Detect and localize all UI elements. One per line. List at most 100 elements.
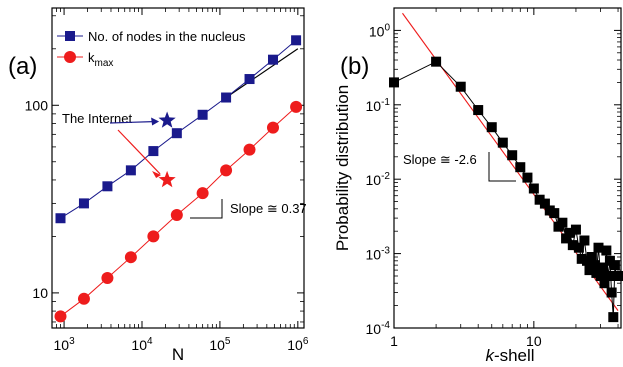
panel-b-slope-bracket [488, 152, 516, 182]
panel-a-arrowhead-blue [151, 117, 160, 126]
panel-a-series [54, 35, 303, 323]
panel-b-data-point [515, 162, 526, 173]
panel-b-slope-label: Slope ≅ -2.6 [403, 152, 477, 167]
panel-a-series-2-point [196, 187, 209, 200]
panel-a-series-2-point [54, 310, 67, 323]
panel-a-series-1-point [125, 165, 136, 176]
panel-b-plot-frame [393, 7, 622, 329]
panel-b-series-line [393, 61, 618, 318]
panel-b-data-point [486, 122, 497, 133]
panel-a-series-2-point [170, 209, 183, 222]
panel-b-data-point [595, 270, 606, 281]
panel-b-y-tick-label: 10-3 [366, 246, 391, 263]
panel-a-series-2-point [124, 251, 137, 264]
panel-b-data-point [570, 224, 581, 235]
panel-a-y-tick-label: 100 [25, 97, 49, 113]
panel-b-data-point [576, 253, 587, 264]
panel-b-data-point [522, 172, 533, 183]
panel-b-data-point [557, 217, 568, 228]
panel-a-series-1-point [267, 54, 278, 65]
panel-b-data-point [567, 240, 578, 251]
panel-a-x-tick-label: 105 [209, 336, 231, 353]
panel-b-data-point [599, 278, 610, 289]
panel-b-data-point [534, 194, 545, 205]
panel-a-internet-arrow-red [117, 129, 161, 175]
panel-b-annotations: Slope ≅ -2.6 [403, 152, 516, 182]
panel-a-series-1-point [197, 109, 208, 120]
panel-b-y-tick-label: 10-2 [366, 171, 391, 188]
panel-a-series-2-point [243, 143, 256, 156]
panel-a: (a) 103 104 105 106 10 100 The Internet Slope … [8, 7, 309, 364]
panel-a-series-2-point [147, 230, 160, 243]
panel-a-arrowhead-red [152, 170, 162, 178]
panel-a-series-1-point [78, 198, 89, 209]
panel-a-series-2-point [290, 100, 303, 113]
panel-b-data-point [593, 242, 604, 253]
panel-b-data-point [603, 270, 614, 281]
panel-b-data-point [609, 260, 620, 271]
panel-a-x-axis-label: N [172, 345, 184, 364]
panel-b-x-axis-label: k-shell [485, 346, 534, 365]
legend-label-nucleus: No. of nodes in the nucleus [88, 29, 246, 44]
panel-a-series-2-point [101, 272, 114, 285]
panel-a-series-1-point [148, 146, 159, 157]
panel-a-series-1-point [244, 74, 255, 85]
panel-b-data-point [549, 208, 560, 219]
panel-b-data-point [561, 233, 572, 244]
panel-a-y-tick-label: 10 [32, 285, 48, 301]
panel-b-data-point [589, 260, 600, 271]
panel-a-reference-line [225, 48, 299, 99]
panel-b-data-point [601, 245, 612, 256]
panel-a-series-2-point [266, 121, 279, 134]
panel-b-y-tick-label: 100 [369, 22, 391, 39]
panel-a-slope-reference-line [225, 48, 299, 99]
panel-b-y-axis-label: Probability distribution [333, 85, 352, 251]
panel-a-internet-star-2 [158, 170, 176, 188]
panel-b-data-point [431, 56, 442, 67]
panel-a-x-tick-label: 104 [131, 336, 153, 353]
panel-a-internet-arrow-blue [109, 120, 158, 124]
panel-a-internet-label: The Internet [62, 111, 132, 126]
panel-a-annotations: The Internet Slope ≅ 0.37 [62, 111, 307, 219]
panel-b-data-point [608, 312, 619, 323]
panel-b-data-point [497, 137, 508, 148]
panel-a-x-tick-label: 106 [287, 336, 309, 353]
panel-a-series-1-point [55, 213, 66, 224]
panel-a-legend: No. of nodes in the nucleus kmax [57, 29, 246, 69]
panel-b-x-tick-label: 1 [390, 333, 398, 349]
legend-marker-nucleus [65, 31, 75, 41]
panel-b-data-point [389, 77, 399, 88]
panel-b-data-point [473, 105, 484, 116]
panel-b-label: (b) [340, 53, 369, 80]
panel-a-slope-bracket [190, 199, 223, 219]
panel-a-x-tick-label: 103 [53, 336, 75, 353]
panel-b-data-point [613, 270, 623, 281]
panel-b-x-tick-label: 10 [526, 333, 542, 349]
panel-b-data-point [573, 242, 584, 253]
panel-a-label: (a) [8, 53, 37, 80]
legend-marker-kmax [64, 51, 76, 63]
panel-b-y-tick-label: 10-1 [366, 97, 391, 114]
panel-a-internet-star-1 [158, 111, 176, 128]
panel-a-series-2-point [77, 292, 90, 305]
legend-label-kmax: kmax [88, 50, 113, 69]
panel-b-y-tick-label: 10-4 [366, 320, 391, 337]
panel-a-series-1-point [102, 181, 113, 192]
panel-a-plot-frame [51, 7, 305, 329]
panel-b-data-point [507, 150, 518, 161]
panel-a-slope-label: Slope ≅ 0.37 [230, 201, 307, 216]
panel-b-data-point [539, 198, 550, 209]
panel-b-data-point [528, 183, 539, 194]
panel-b-data-point [597, 262, 608, 273]
panel-b-data-point [455, 81, 466, 92]
panel-a-series-1-point [221, 92, 232, 103]
panel-b-ticks: 1 10 100 10-1 10-2 10-3 10-4 [366, 8, 621, 349]
panel-a-series-1-point [291, 35, 302, 46]
panel-a-series-2-point [220, 164, 233, 177]
panel-b-data-point [564, 227, 575, 238]
panel-b-data-point [586, 252, 597, 263]
panel-a-series-1-point [171, 128, 182, 139]
panel-b-series [389, 56, 623, 323]
